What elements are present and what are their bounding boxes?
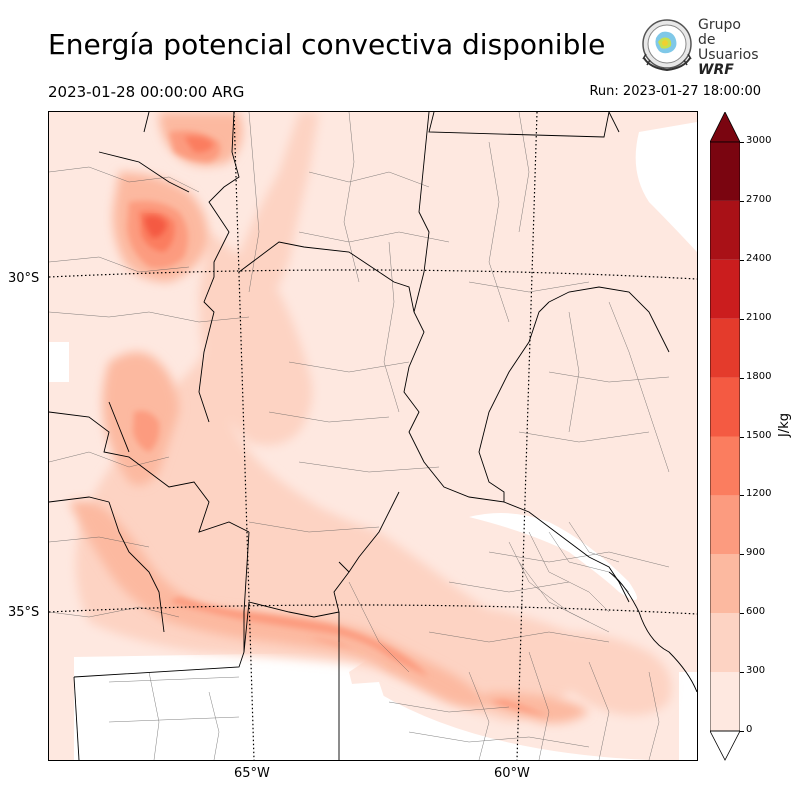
colorbar-step-3 xyxy=(710,495,740,555)
colorbar-step-7 xyxy=(710,259,740,319)
colorbar-step-8 xyxy=(710,200,740,260)
colorbar-extend-max xyxy=(709,111,741,143)
chart-title: Energía potencial convectiva disponible xyxy=(48,28,606,61)
lon-label-65w: 65°W xyxy=(234,766,270,781)
parallel-30s xyxy=(49,269,697,280)
parallel-35s xyxy=(49,604,697,615)
colorbar-tick-label: 3000 xyxy=(746,135,772,146)
colorbar xyxy=(709,111,741,762)
cape-map xyxy=(48,111,698,761)
logo-line-2: Usuarios xyxy=(698,47,759,63)
colorbar-tick-label: 1800 xyxy=(746,370,772,382)
colorbar-tick-label: 900 xyxy=(746,547,766,559)
colorbar-tick-label: 1500 xyxy=(746,429,772,441)
colorbar-step-5 xyxy=(710,377,740,437)
department-boundaries xyxy=(49,112,670,760)
cape-level-300 xyxy=(59,112,672,722)
colorbar-tick-label: 2700 xyxy=(746,193,772,205)
colorbar-unit: J/kg xyxy=(777,413,792,437)
run-time-label: Run: 2023-01-27 18:00:00 xyxy=(589,84,761,99)
colorbar-step-1 xyxy=(710,613,740,673)
colorbar-svg xyxy=(709,111,741,761)
colorbar-extend-min xyxy=(709,730,741,761)
colorbar-tick-label: 0 xyxy=(746,724,753,735)
colorbar-step-0 xyxy=(710,672,740,731)
graticule xyxy=(49,112,697,760)
colorbar-step-6 xyxy=(710,318,740,378)
colorbar-tick-mark xyxy=(740,554,744,556)
colorbar-tick-mark xyxy=(740,142,744,143)
logo-line-1: Grupo de xyxy=(698,17,741,48)
colorbar-tick-mark xyxy=(740,672,744,674)
colorbar-tick-label: 600 xyxy=(746,606,766,618)
map-canvas xyxy=(49,112,697,760)
colorbar-tick-mark xyxy=(740,318,744,320)
colorbar-tick-mark xyxy=(740,377,744,379)
meridian-65w xyxy=(233,112,255,760)
lat-label-30s: 30°S xyxy=(8,271,40,286)
colorbar-tick-label: 2100 xyxy=(746,311,772,323)
logo-line-3: WRF xyxy=(698,62,734,78)
colorbar-tick-label: 1200 xyxy=(746,488,772,500)
colorbar-tick-mark xyxy=(740,259,744,261)
colorbar-tick-label: 300 xyxy=(746,665,766,677)
wrf-logo: Grupo de Usuarios WRF xyxy=(638,17,759,78)
coastline xyxy=(608,571,697,693)
colorbar-tick-mark xyxy=(740,613,744,615)
valid-time-label: 2023-01-28 00:00:00 ARG xyxy=(48,83,245,101)
colorbar-tick-mark xyxy=(740,200,744,202)
meridian-60w xyxy=(516,112,538,760)
colorbar-step-2 xyxy=(710,554,740,614)
cape-level-1500 xyxy=(144,215,167,238)
colorbar-step-4 xyxy=(710,436,740,496)
colorbar-tick-label: 2400 xyxy=(746,252,772,264)
colorbar-tick-mark xyxy=(740,436,744,438)
colorbar-tick-mark xyxy=(740,495,744,497)
colorbar-step-9 xyxy=(710,142,740,201)
lon-label-60w: 60°W xyxy=(494,766,530,781)
lat-label-35s: 35°S xyxy=(8,605,40,620)
logo-emblem-icon xyxy=(642,19,692,72)
colorbar-tick-mark xyxy=(740,731,744,732)
